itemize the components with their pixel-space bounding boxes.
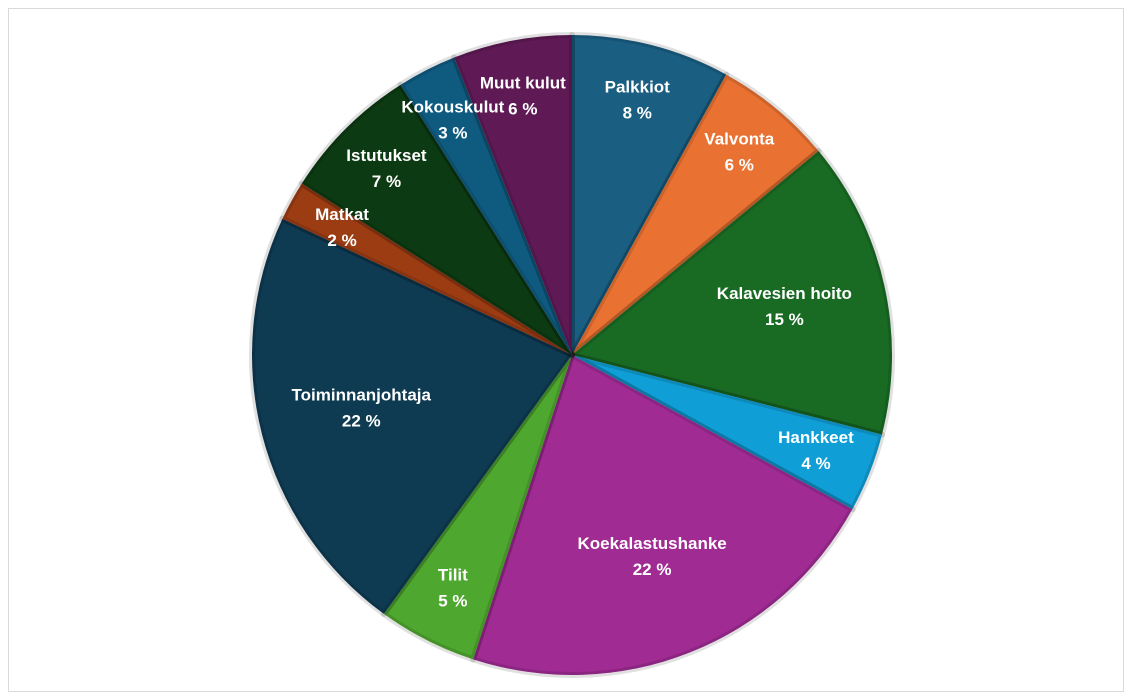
slice-label: Tilit: [438, 565, 468, 584]
slice-value-label: 7 %: [372, 172, 401, 191]
slice-value-label: 15 %: [765, 310, 804, 329]
slice-label: Kalavesien hoito: [717, 284, 852, 303]
slice-label: Valvonta: [704, 129, 774, 148]
slice-label: Koekalastushanke: [577, 534, 726, 553]
slice-label: Palkkiot: [605, 77, 671, 96]
pie-slice: [569, 32, 730, 358]
slice-label: Matkat: [315, 205, 369, 224]
slice-label: Hankkeet: [778, 428, 854, 447]
pie-slice: [249, 215, 575, 617]
slice-value-label: 6 %: [725, 155, 754, 174]
pie-slice: [397, 54, 575, 358]
slice-value-label: 22 %: [342, 412, 381, 431]
pie-slice: [470, 352, 856, 678]
slice-value-label: 8 %: [623, 103, 652, 122]
pie-slice: [380, 352, 575, 663]
pie-slice: [569, 352, 885, 513]
pie-slice: [298, 81, 575, 358]
slice-label: Toiminnanjohtaja: [292, 386, 432, 405]
pie-slice: [569, 71, 822, 358]
slice-label: Muut kulut: [480, 74, 566, 93]
slice-value-label: 2 %: [327, 231, 356, 250]
slice-value-label: 5 %: [438, 591, 467, 610]
slice-value-label: 3 %: [438, 124, 467, 143]
pie-slice: [569, 148, 895, 438]
pie-slice: [279, 180, 575, 358]
slice-label: Kokouskulut: [401, 98, 504, 117]
slice-value-label: 4 %: [801, 454, 830, 473]
slice-value-label: 22 %: [633, 560, 672, 579]
slice-label: Istutukset: [346, 146, 427, 165]
pie-slice: [451, 32, 575, 358]
slice-value-label: 6 %: [508, 100, 537, 119]
